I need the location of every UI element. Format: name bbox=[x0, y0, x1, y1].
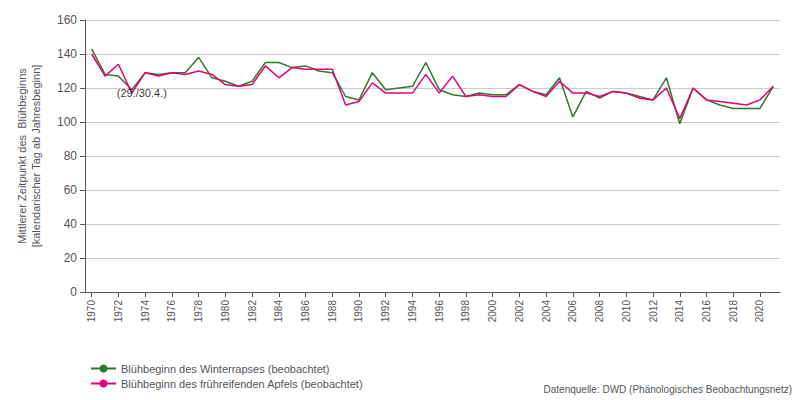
svg-text:0: 0 bbox=[70, 285, 77, 299]
svg-text:2012: 2012 bbox=[648, 300, 659, 323]
svg-text:120: 120 bbox=[57, 81, 77, 95]
svg-text:1976: 1976 bbox=[166, 300, 177, 323]
svg-text:1994: 1994 bbox=[407, 300, 418, 323]
svg-text:1996: 1996 bbox=[434, 300, 445, 323]
svg-text:Blühbeginn des frühreifenden A: Blühbeginn des frühreifenden Apfels (beo… bbox=[121, 378, 363, 390]
svg-text:1984: 1984 bbox=[273, 300, 284, 323]
svg-text:140: 140 bbox=[57, 47, 77, 61]
svg-text:2002: 2002 bbox=[514, 300, 525, 323]
svg-text:Datenquelle: DWD (Phänologisch: Datenquelle: DWD (Phänologisches Beobach… bbox=[544, 384, 792, 395]
svg-text:2010: 2010 bbox=[621, 300, 632, 323]
svg-text:2016: 2016 bbox=[701, 300, 712, 323]
svg-text:1998: 1998 bbox=[460, 300, 471, 323]
svg-text:80: 80 bbox=[64, 149, 78, 163]
svg-text:2018: 2018 bbox=[728, 300, 739, 323]
svg-text:20: 20 bbox=[64, 251, 78, 265]
svg-text:(29./30.4.): (29./30.4.) bbox=[117, 87, 167, 99]
svg-text:2008: 2008 bbox=[594, 300, 605, 323]
svg-text:1988: 1988 bbox=[327, 300, 338, 323]
svg-text:160: 160 bbox=[57, 13, 77, 27]
svg-text:100: 100 bbox=[57, 115, 77, 129]
svg-text:1992: 1992 bbox=[380, 300, 391, 323]
svg-text:2000: 2000 bbox=[487, 300, 498, 323]
svg-text:40: 40 bbox=[64, 217, 78, 231]
svg-text:Blühbeginn des Winterrapses (b: Blühbeginn des Winterrapses (beobachtet) bbox=[121, 363, 330, 375]
svg-text:1986: 1986 bbox=[300, 300, 311, 323]
svg-text:2014: 2014 bbox=[674, 300, 685, 323]
svg-text:2006: 2006 bbox=[567, 300, 578, 323]
svg-text:60: 60 bbox=[64, 183, 78, 197]
svg-text:2004: 2004 bbox=[541, 300, 552, 323]
svg-text:1990: 1990 bbox=[353, 300, 364, 323]
svg-text:Mittlerer Zeitpunkt des Blühb: Mittlerer Zeitpunkt des Blühbeginns bbox=[16, 68, 28, 244]
svg-text:1972: 1972 bbox=[113, 300, 124, 323]
svg-text:1982: 1982 bbox=[247, 300, 258, 323]
svg-text:1978: 1978 bbox=[193, 300, 204, 323]
svg-text:1970: 1970 bbox=[86, 300, 97, 323]
svg-text:2020: 2020 bbox=[754, 300, 765, 323]
svg-text:1980: 1980 bbox=[220, 300, 231, 323]
svg-text:1974: 1974 bbox=[140, 300, 151, 323]
svg-text:[kalendarischer Tag ab Jahresb: [kalendarischer Tag ab Jahresbeginn] bbox=[30, 65, 42, 248]
